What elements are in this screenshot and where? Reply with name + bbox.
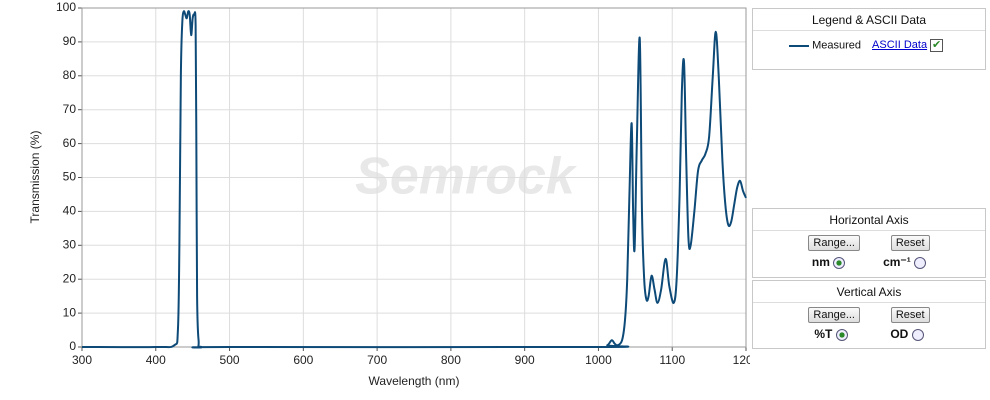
x-tick-label: 1200 xyxy=(733,353,750,367)
reset-button[interactable]: Reset xyxy=(890,235,930,251)
y-tick-label: 90 xyxy=(63,34,77,48)
x-tick-label: 1100 xyxy=(659,353,685,367)
y-tick-label: 100 xyxy=(56,0,76,14)
x-tick-label: 300 xyxy=(72,353,92,367)
legend-label: Measured xyxy=(812,39,861,52)
watermark: Semrock xyxy=(355,148,578,206)
x-tick-label: 1000 xyxy=(585,353,612,367)
radio[interactable] xyxy=(914,256,927,269)
radio[interactable] xyxy=(911,328,924,341)
y-tick-label: 0 xyxy=(69,339,76,353)
y-tick-label: 20 xyxy=(63,271,77,285)
range-button[interactable]: Range... xyxy=(808,307,860,323)
legend-entry: Measured ASCII Data ✔ xyxy=(753,31,985,52)
panel-title: Vertical Axis xyxy=(753,281,985,303)
y-tick-label: 50 xyxy=(63,170,77,184)
vertical-axis-panel: Vertical Axis Range... Reset %T OD xyxy=(752,280,986,349)
panel-title: Horizontal Axis xyxy=(753,209,985,231)
data-line xyxy=(81,10,747,349)
reset-button[interactable]: Reset xyxy=(890,307,930,323)
y-tick-label: 70 xyxy=(63,102,77,116)
x-tick-label: 600 xyxy=(293,353,313,367)
option[interactable]: nm xyxy=(811,255,846,269)
option-label: cm⁻¹ xyxy=(883,255,911,269)
x-tick-label: 900 xyxy=(515,353,535,367)
y-tick-label: 80 xyxy=(63,68,77,82)
x-tick-label: 700 xyxy=(367,353,387,367)
legend-swatch xyxy=(789,44,809,47)
horizontal-axis-panel: Horizontal Axis Range... Reset nm cm⁻¹ xyxy=(752,208,986,278)
y-tick-label: 10 xyxy=(63,305,77,319)
range-button[interactable]: Range... xyxy=(808,235,860,251)
y-axis-label: Transmission (%) xyxy=(28,131,42,224)
radio[interactable] xyxy=(835,328,848,341)
chart: Semrock Wavelength (nm) Transmission (%)… xyxy=(28,0,750,388)
checkbox[interactable]: ✔ xyxy=(930,39,944,52)
radio[interactable] xyxy=(833,256,846,269)
x-tick-label: 500 xyxy=(220,353,240,367)
option[interactable]: OD xyxy=(890,327,924,341)
option-label: OD xyxy=(890,327,909,341)
x-axis-label: Wavelength (nm) xyxy=(369,374,460,388)
option[interactable]: cm⁻¹ xyxy=(883,255,927,269)
option[interactable]: %T xyxy=(814,327,848,341)
option-label: %T xyxy=(814,327,833,341)
ascii-link[interactable]: ASCII Data xyxy=(872,39,928,52)
x-tick-label: 800 xyxy=(441,353,461,367)
legend-panel: Legend & ASCII Data Measured ASCII Data … xyxy=(752,8,986,70)
y-tick-label: 60 xyxy=(63,136,77,150)
y-tick-label: 40 xyxy=(63,204,77,218)
panel-title: Legend & ASCII Data xyxy=(753,9,985,31)
option-label: nm xyxy=(811,255,830,269)
x-tick-label: 400 xyxy=(146,353,166,367)
y-tick-label: 30 xyxy=(63,237,77,251)
